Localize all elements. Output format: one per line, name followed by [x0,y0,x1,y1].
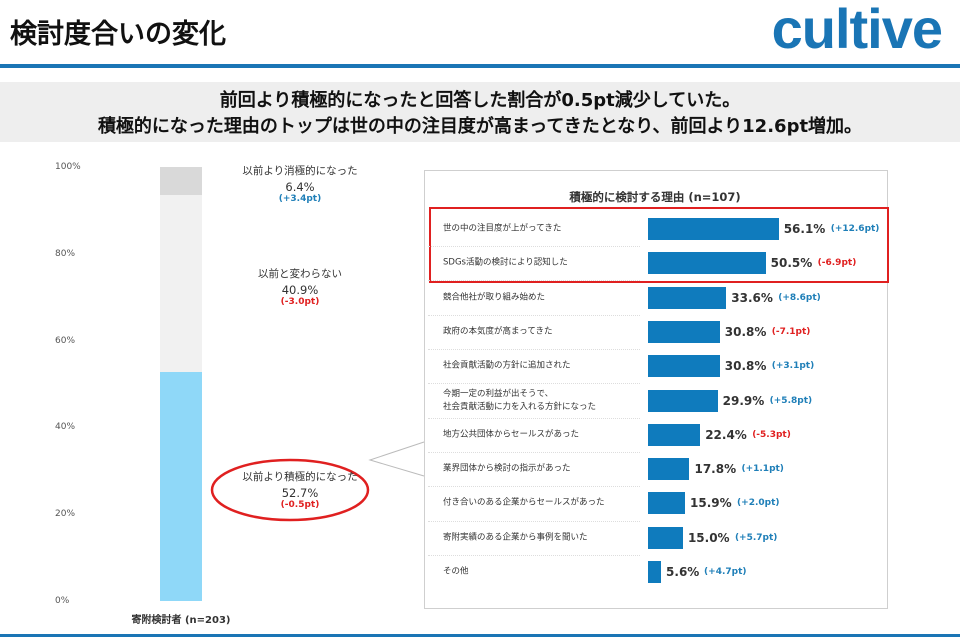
value-label: 15.9% [690,496,732,511]
change-label: (-5.3pt) [752,429,791,440]
change-label: (+8.6pt) [778,292,821,303]
change-label: (+5.7pt) [734,532,778,543]
row-divider [428,451,640,453]
row-divider [428,383,640,385]
bar [648,218,779,240]
bar [648,561,662,583]
value-label: 29.9% [722,393,765,408]
value-label: 30.8% [724,324,767,339]
row-divider [428,417,640,419]
change-label: (+1.1pt) [741,464,784,475]
bar [648,492,686,515]
row-divider [428,280,640,282]
bar-segment [160,194,202,373]
category-label: 地方公共団体からセールスがあった [443,429,580,440]
chart-title: 積極的に検討する理由 (n=107) [569,190,741,204]
value-label: 40.9% [281,282,319,297]
category-label: SDGs活動の検討により認知した [443,257,568,268]
footer-rule [0,634,960,637]
value-label: 15.0% [687,530,730,545]
change-label: (-3.0pt) [280,296,320,307]
bar-segment [160,372,202,601]
bar-segment [160,167,202,195]
value-label: 17.8% [694,462,737,477]
bar [648,286,727,309]
bar [648,526,683,549]
reason-panel [424,170,888,609]
row-divider [428,554,640,556]
bar [648,355,720,378]
change-label: (+3.4pt) [278,193,322,204]
change-label: (-7.1pt) [771,326,811,337]
row-divider [428,520,640,522]
header-rule [0,64,960,68]
category-label: 付き合いのある企業からセールスがあった [443,497,605,508]
bar [648,320,720,343]
row-divider [428,486,640,488]
value-label: 50.5% [770,256,813,271]
y-tick-label: 100% [55,162,81,172]
change-label: (+3.1pt) [771,361,815,372]
change-label: (-0.5pt) [280,499,320,510]
change-label: (-6.9pt) [817,258,857,269]
change-label: (+2.0pt) [737,498,780,509]
logo: cultive [771,0,943,60]
category-label: 寄附実績のある企業から事例を聞いた [443,532,588,543]
category-label: 競合他社が取り組み始めた [443,292,546,303]
change-label: (+5.8pt) [769,395,813,406]
value-label: 33.6% [731,290,773,305]
x-tick-label: 寄附検討者 (n=203) [131,615,231,626]
callout-pointer [368,441,425,477]
y-tick-label: 80% [55,248,76,259]
bar [648,252,766,275]
bar [648,423,701,446]
category-label: 世の中の注目度が上がってきた [443,223,562,234]
value-label: 6.4% [285,179,315,194]
slide-title: 検討度合いの変化 [10,19,226,50]
category-label: 今期一定の利益が出そうで、 社会貢献活動に力を入れる方針になった [443,388,597,412]
change-label: (+12.6pt) [830,224,880,234]
segment-name: 以前と変わらない [258,267,342,280]
summary-banner: 前回より積極的になったと回答した割合が0.5pt減少していた。 積極的になった理… [0,82,960,142]
segment-name: 以前より消極的になった [242,164,358,177]
row-divider [428,246,640,248]
category-label: 政府の本気度が高まってきた [443,326,553,337]
row-divider [428,349,640,351]
value-label: 30.8% [724,359,767,374]
summary-line: 前回より積極的になったと回答した割合が0.5pt減少していた。 [219,90,741,111]
y-tick-label: 40% [55,422,76,433]
value-label: 52.7% [281,485,319,500]
bar [648,458,690,481]
category-label: 社会貢献活動の方針に追加された [443,360,571,371]
y-tick-label: 20% [55,509,76,520]
segment-name: 以前より積極的になった [242,470,358,483]
value-label: 5.6% [666,565,700,579]
highlight-ellipse [210,458,370,522]
row-divider [428,314,640,316]
category-label: その他 [443,566,469,577]
highlight-box [429,207,889,283]
value-label: 56.1% [783,222,826,236]
summary-line: 積極的になった理由のトップは世の中の注目度が高まってきたとなり、前回より12.6… [97,116,863,137]
bar [648,389,718,412]
change-label: (+4.7pt) [704,567,747,577]
y-tick-label: 0% [55,596,70,606]
value-label: 22.4% [705,427,747,442]
category-label: 業界団体から検討の指示があった [443,463,571,474]
y-tick-label: 60% [55,335,76,346]
